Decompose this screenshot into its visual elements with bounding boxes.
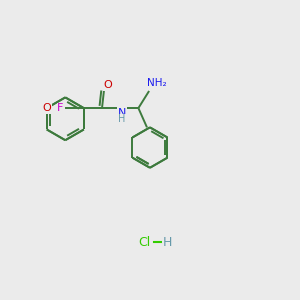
Text: F: F — [57, 103, 64, 113]
Text: NH₂: NH₂ — [147, 78, 166, 88]
Text: O: O — [42, 103, 51, 113]
Text: Cl: Cl — [138, 236, 150, 249]
Text: H: H — [118, 114, 125, 124]
Text: N: N — [118, 108, 126, 118]
Text: O: O — [103, 80, 112, 90]
Text: H: H — [163, 236, 172, 249]
